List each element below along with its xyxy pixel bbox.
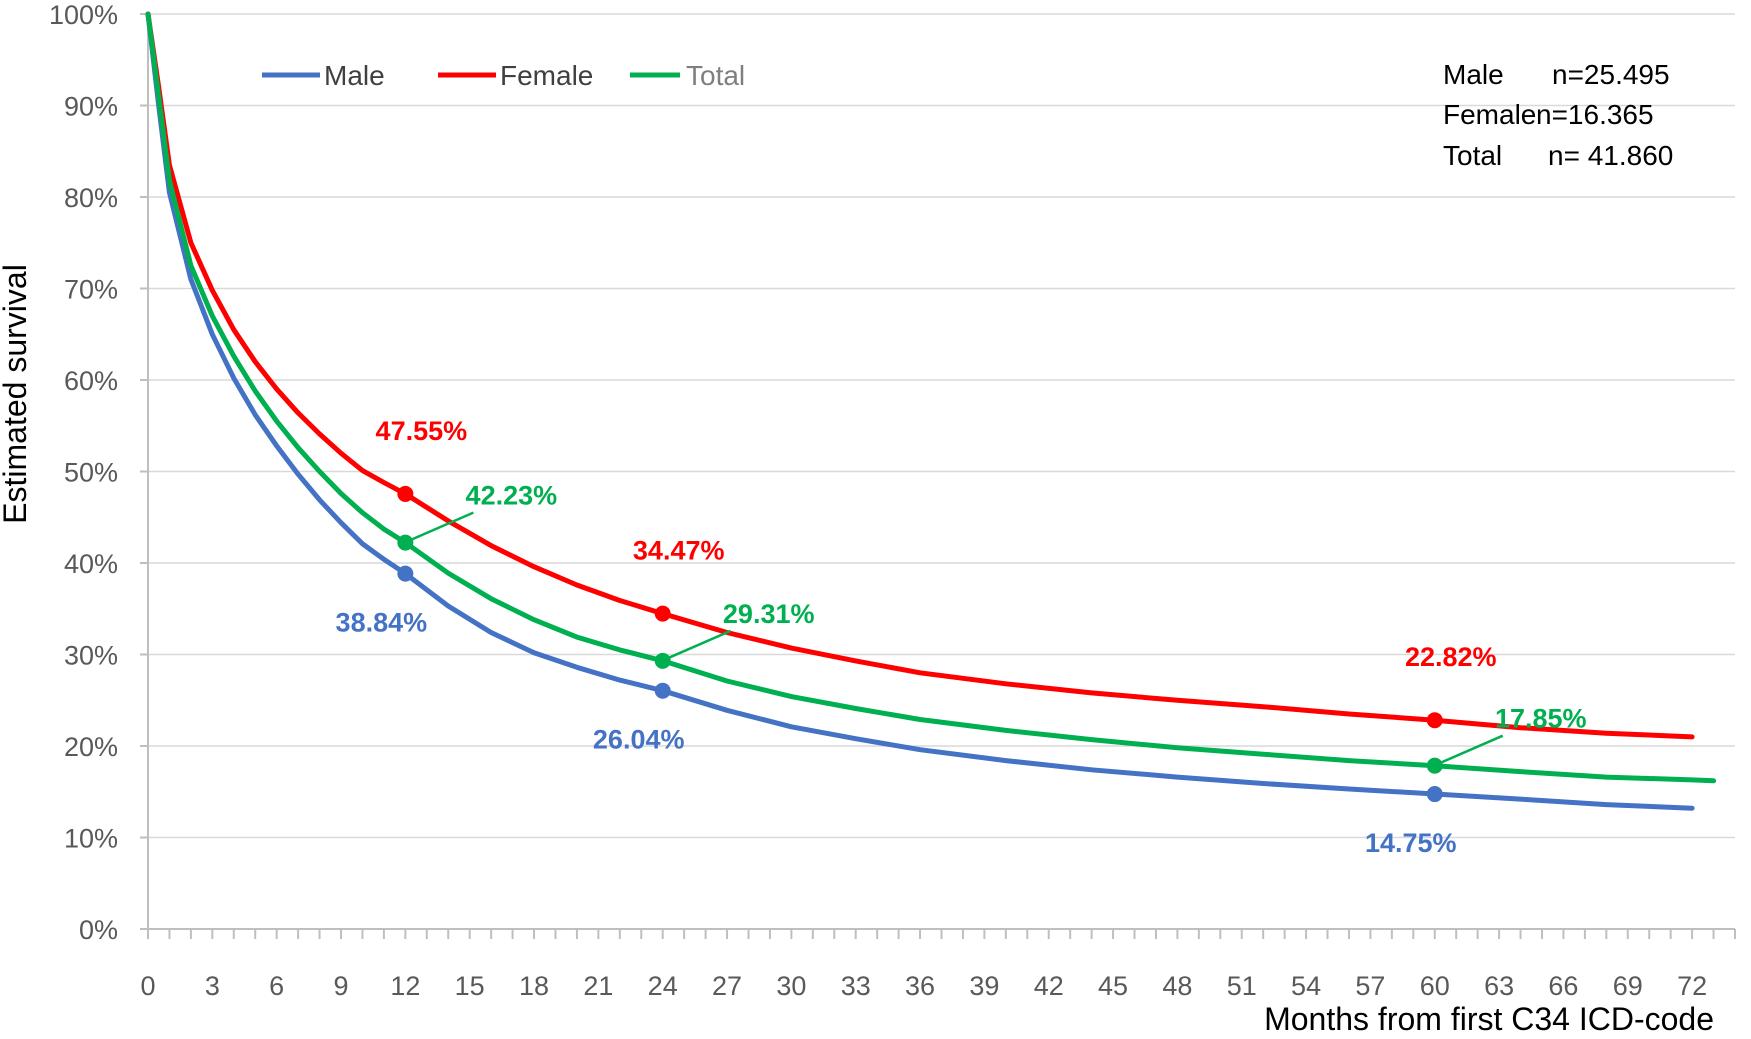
legend-label-total: Total [686,60,745,91]
y-tick-label: 0% [79,915,118,945]
y-tick-label: 70% [64,275,118,305]
point-label-total-24: 29.31% [723,599,815,629]
point-label-female-60: 22.82% [1405,642,1497,672]
x-tick-label: 42 [1034,971,1064,1001]
marker-total-60 [1426,757,1443,774]
point-markers [397,485,1443,803]
x-tick-label: 12 [390,971,420,1001]
x-tick-label: 72 [1677,971,1707,1001]
x-tick-label: 21 [583,971,613,1001]
y-tick-label: 50% [64,458,118,488]
point-label-total-12: 42.23% [466,481,558,511]
x-tick-label: 69 [1613,971,1643,1001]
callout-lines [410,511,1504,764]
marker-female-60 [1426,712,1443,729]
x-tick-label: 33 [841,971,871,1001]
info-label-male: Male [1443,59,1504,90]
x-tick-label: 24 [648,971,678,1001]
y-axis-title: Estimated survival [0,264,33,524]
point-label-female-12: 47.55% [376,416,468,446]
info-value-total: n= 41.860 [1548,140,1673,171]
point-labels: 38.84% 47.55% 42.23% 26.04% 34.47% 29.31% 14.7… [336,416,1587,858]
gridlines [148,13,1735,839]
x-tick-label: 39 [969,971,999,1001]
x-tick-label: 15 [455,971,485,1001]
x-tick-label: 63 [1484,971,1514,1001]
x-tick-label: 9 [333,971,348,1001]
series-line-total [145,11,1717,784]
point-label-male-60: 14.75% [1365,828,1457,858]
info-value-female: n=16.365 [1536,99,1654,130]
callout-line-total-12 [410,511,474,541]
x-tick-label: 51 [1227,971,1257,1001]
marker-male-24 [654,682,671,699]
info-label-female: Female [1443,99,1536,130]
x-tick-labels: 0 3 6 9 12 15 18 21 24 27 30 33 36 39 42 45 48 51 54 57 60 63… [140,971,1707,1001]
series-line-male [145,11,1695,811]
x-tick-label: 48 [1162,971,1192,1001]
y-tick-label: 40% [64,549,118,579]
x-tick-label: 45 [1098,971,1128,1001]
x-tick-label: 36 [905,971,935,1001]
point-label-male-24: 26.04% [593,725,685,755]
x-tick-label: 3 [205,971,220,1001]
x-tick-label: 27 [712,971,742,1001]
x-tick-label: 6 [269,971,284,1001]
info-value-male: n=25.495 [1552,59,1670,90]
marker-female-24 [654,605,671,622]
callout-line-total-60 [1440,734,1504,764]
series-line-female [145,11,1695,740]
marker-total-12 [397,534,414,551]
x-axis-title: Months from first C34 ICD-code [1264,1001,1714,1037]
marker-male-12 [397,565,414,582]
legend-label-male: Male [324,60,385,91]
y-tick-label: 10% [64,824,118,854]
point-label-total-60: 17.85% [1495,704,1587,734]
x-tick-label: 66 [1548,971,1578,1001]
marker-total-24 [654,652,671,669]
info-label-total: Total [1443,140,1502,171]
marker-male-60 [1426,786,1443,803]
y-tick-label: 30% [64,641,118,671]
x-tick-label: 57 [1355,971,1385,1001]
x-tick-label: 54 [1291,971,1321,1001]
y-tick-label: 80% [64,183,118,213]
legend: Male Female Total [262,60,745,91]
callout-line-total-24 [668,629,732,659]
sample-size-box: Male n=25.495 Female n=16.365 Total n= 41.860 [1443,59,1673,171]
y-tick-label: 100% [49,0,118,30]
x-tick-label: 0 [140,971,155,1001]
legend-label-female: Female [500,60,593,91]
x-tick-label: 18 [519,971,549,1001]
y-tick-label: 20% [64,732,118,762]
y-tick-label: 90% [64,92,118,122]
x-tick-label: 30 [776,971,806,1001]
point-label-male-12: 38.84% [336,608,428,638]
marker-female-12 [397,485,414,502]
y-tick-label: 60% [64,366,118,396]
x-tick-label: 60 [1420,971,1450,1001]
series-lines [145,11,1717,811]
point-label-female-24: 34.47% [633,536,725,566]
y-tick-labels: 0% 10% 20% 30% 40% 50% 60% 70% 80% 90% 100% [49,0,118,945]
